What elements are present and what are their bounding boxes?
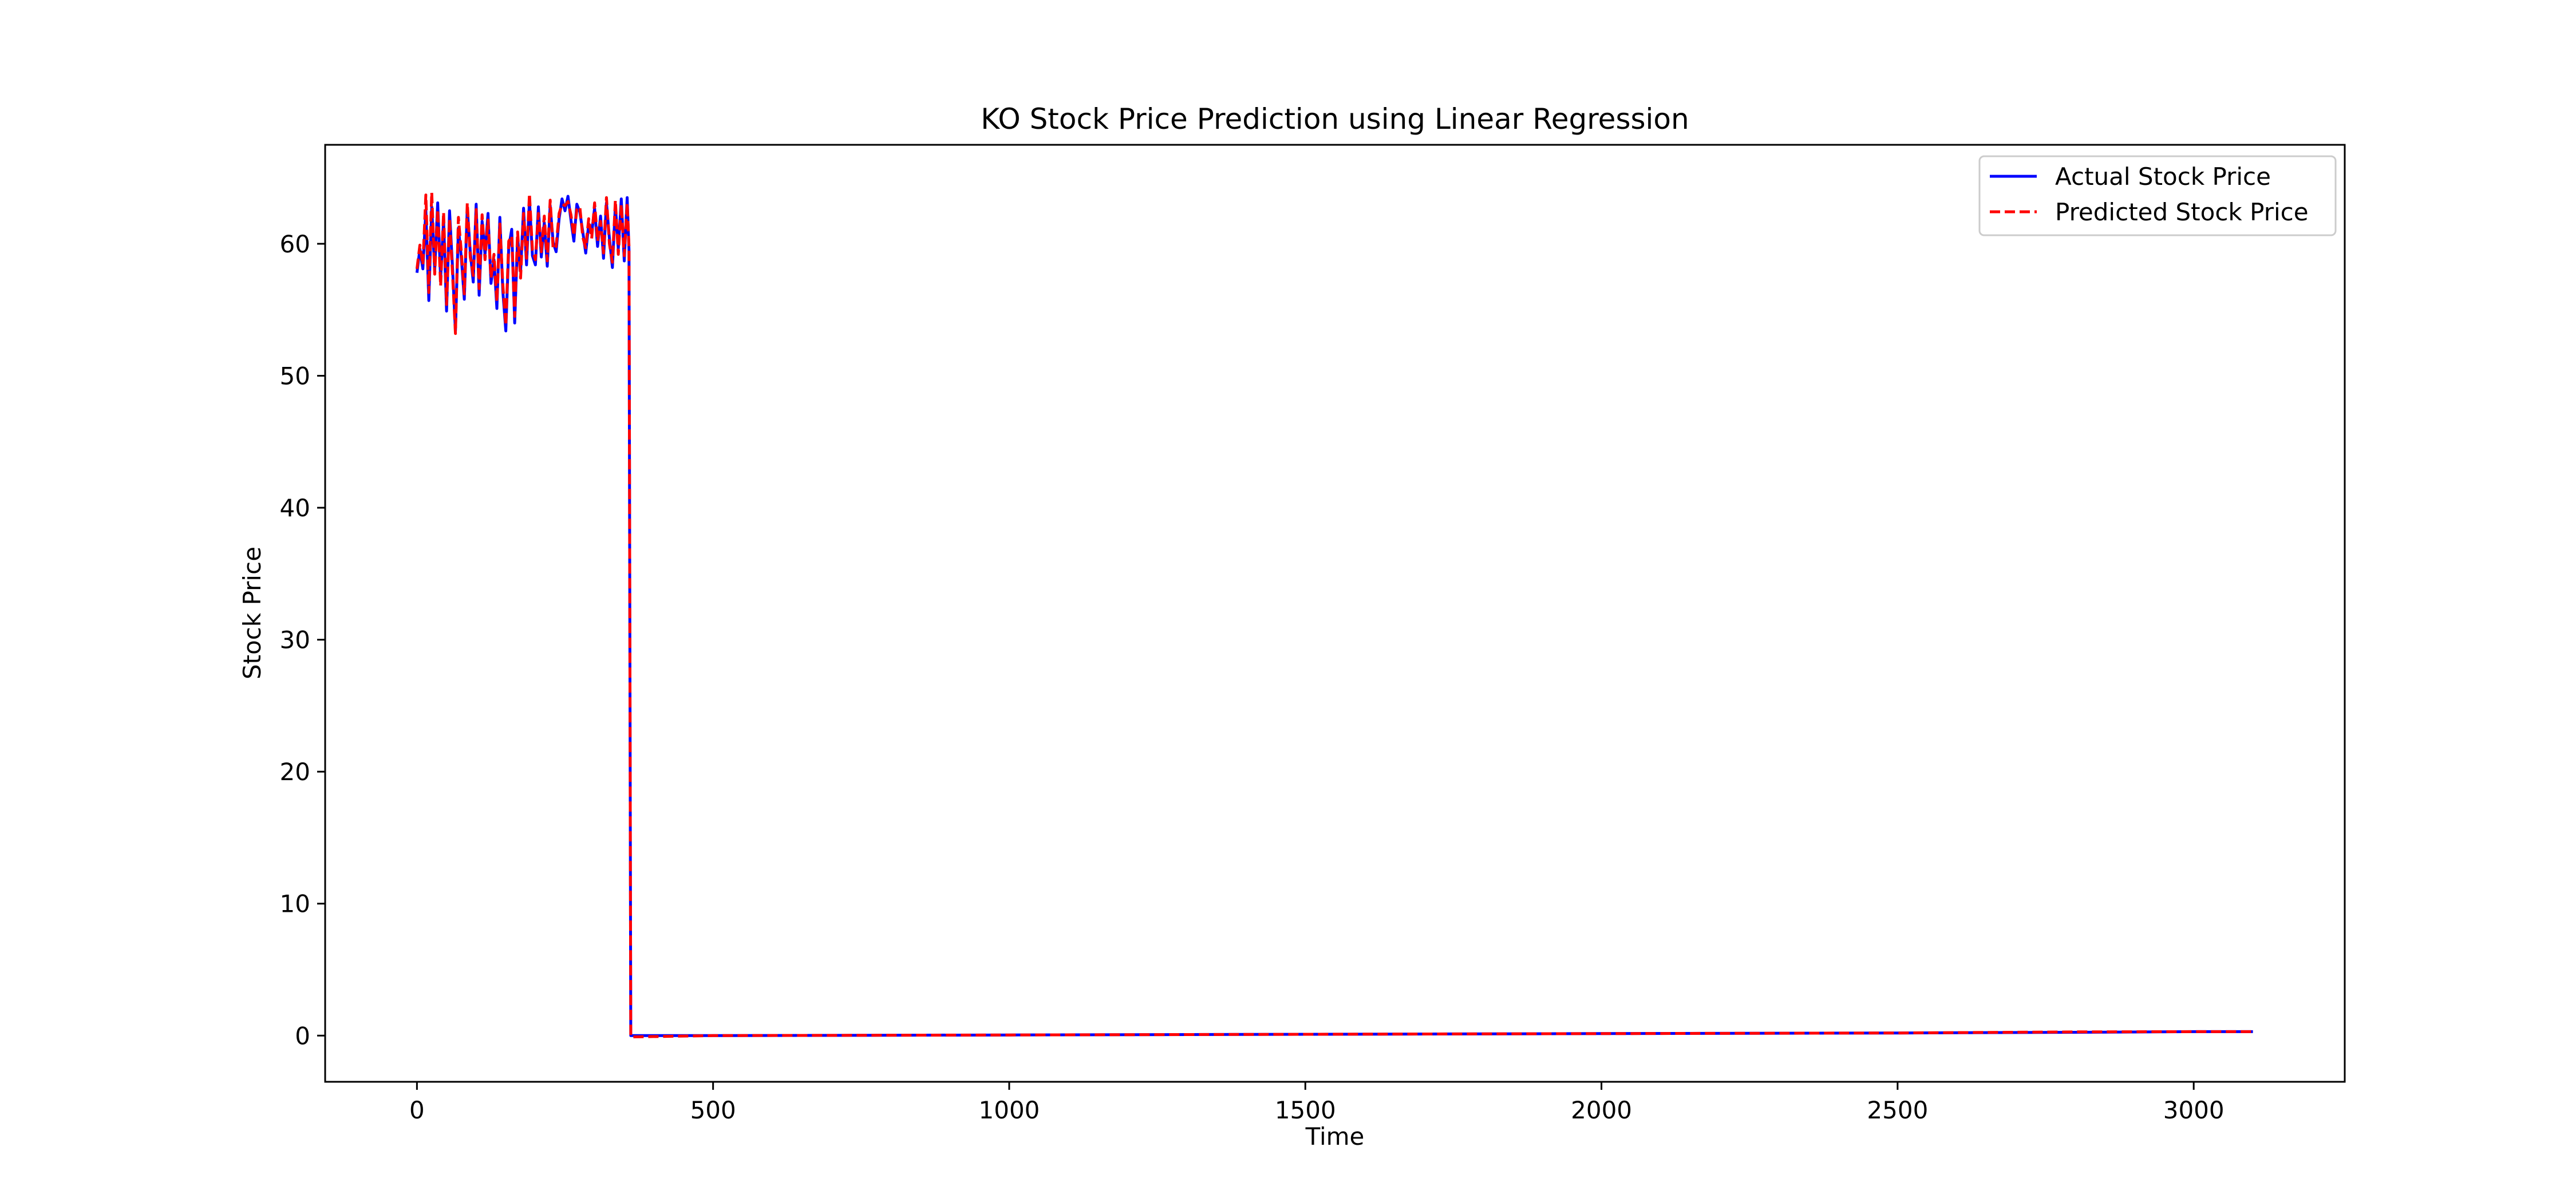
legend-label: Predicted Stock Price [2055, 198, 2309, 226]
y-tick-label: 30 [280, 626, 310, 654]
x-tick-label: 500 [690, 1096, 736, 1124]
x-tick-label: 0 [409, 1096, 425, 1124]
y-tick-label: 40 [280, 494, 310, 522]
y-tick-label: 50 [280, 362, 310, 390]
legend-label: Actual Stock Price [2055, 163, 2271, 191]
x-axis-ticks: 0 500 1000 1500 2000 2500 3000 [409, 1082, 2225, 1124]
chart-title: KO Stock Price Prediction using Linear R… [981, 102, 1689, 136]
x-tick-label: 2000 [1571, 1096, 1632, 1124]
plot-area [415, 191, 2253, 1039]
y-tick-label: 60 [280, 230, 310, 258]
series-line-predicted [415, 191, 2253, 1039]
y-tick-label: 0 [295, 1022, 310, 1050]
y-tick-label: 20 [280, 758, 310, 786]
y-axis-label: Stock Price [238, 547, 266, 679]
x-axis-label: Time [1305, 1122, 1365, 1150]
y-axis-ticks: 0 10 20 30 40 50 60 [280, 230, 325, 1050]
x-tick-label: 2500 [1867, 1096, 1928, 1124]
x-tick-label: 1000 [979, 1096, 1040, 1124]
x-tick-label: 1500 [1275, 1096, 1336, 1124]
legend-box [1978, 155, 2337, 236]
legend: Actual Stock Price Predicted Stock Price [1978, 155, 2337, 236]
x-tick-label: 3000 [2163, 1096, 2225, 1124]
axes-frame [324, 144, 2346, 1083]
y-tick-label: 10 [280, 890, 310, 918]
